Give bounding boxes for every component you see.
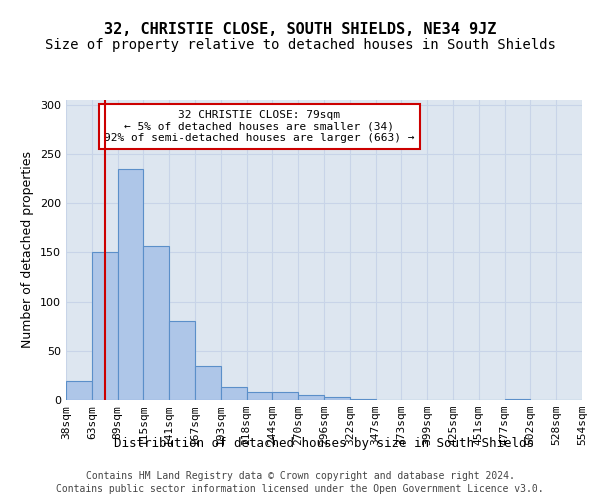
Bar — [118, 169, 143, 400]
Bar — [505, 399, 530, 400]
Text: Distribution of detached houses by size in South Shields: Distribution of detached houses by size … — [114, 438, 534, 450]
Text: Contains public sector information licensed under the Open Government Licence v3: Contains public sector information licen… — [56, 484, 544, 494]
Bar — [195, 366, 221, 400]
Bar — [66, 382, 92, 400]
Bar — [350, 399, 376, 400]
Y-axis label: Number of detached properties: Number of detached properties — [22, 152, 34, 348]
Bar — [272, 392, 298, 400]
Text: 32 CHRISTIE CLOSE: 79sqm
← 5% of detached houses are smaller (34)
92% of semi-de: 32 CHRISTIE CLOSE: 79sqm ← 5% of detache… — [104, 110, 415, 143]
Bar — [324, 397, 350, 400]
Bar — [169, 322, 195, 400]
Bar — [247, 392, 272, 400]
Bar — [221, 387, 247, 400]
Text: 32, CHRISTIE CLOSE, SOUTH SHIELDS, NE34 9JZ: 32, CHRISTIE CLOSE, SOUTH SHIELDS, NE34 … — [104, 22, 496, 38]
Bar — [92, 252, 118, 400]
Bar — [143, 246, 169, 400]
Text: Size of property relative to detached houses in South Shields: Size of property relative to detached ho… — [44, 38, 556, 52]
Text: Contains HM Land Registry data © Crown copyright and database right 2024.: Contains HM Land Registry data © Crown c… — [86, 471, 514, 481]
Bar — [298, 395, 324, 400]
